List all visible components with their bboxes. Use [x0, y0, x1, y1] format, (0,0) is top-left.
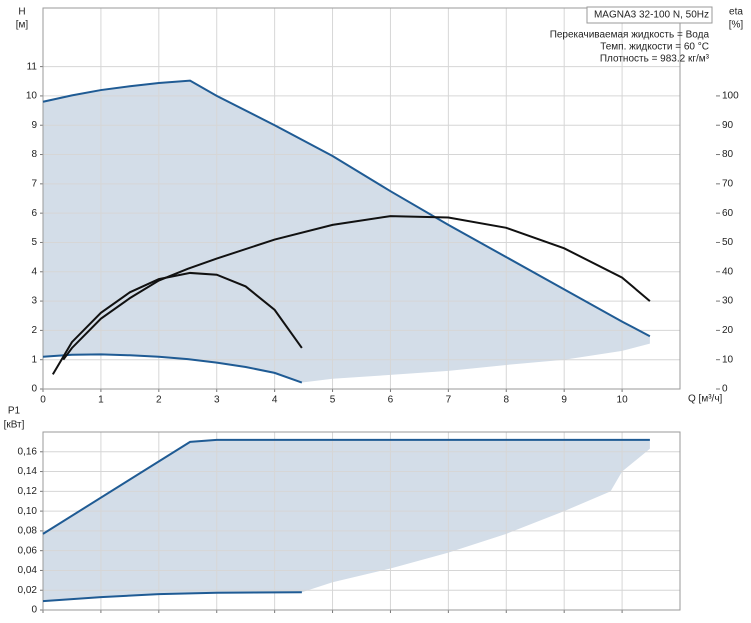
- x-tick-label: 4: [272, 395, 278, 406]
- x-tick-label: 5: [330, 395, 336, 406]
- y2-axis-label: eta: [729, 7, 743, 18]
- x-tick-label: 10: [617, 395, 629, 406]
- info-title: MAGNA3 32-100 N, 50Hz: [594, 10, 709, 21]
- y2-tick-label: 10: [722, 354, 734, 365]
- curve: [42, 353, 303, 384]
- y-tick-label: 5: [31, 237, 37, 248]
- y2-tick-label: 90: [722, 120, 734, 131]
- x-tick-label: 7: [446, 395, 452, 406]
- y-tick-label: 11: [27, 61, 38, 72]
- x-tick-label: 6: [388, 395, 394, 406]
- curve: [42, 438, 650, 535]
- y-tick-label: 10: [26, 91, 38, 102]
- info-line: Темп. жидкости = 60 °C: [600, 42, 709, 53]
- y-tick-label: 0,16: [18, 446, 38, 457]
- operating-area: [43, 439, 650, 602]
- info-line: Перекачиваемая жидкость = Вода: [550, 30, 710, 41]
- y-tick-label: 0,06: [18, 545, 38, 556]
- y-tick-label: 0,02: [18, 585, 38, 596]
- plot-frame: [42, 7, 681, 390]
- y-tick-label: 0,12: [18, 486, 38, 497]
- y2-tick-label: 70: [722, 178, 734, 189]
- y-axis-label: P1: [8, 406, 21, 417]
- x-axis-label: Q [м³/ч]: [688, 394, 723, 405]
- y-tick-label: 9: [31, 120, 37, 131]
- info-box: [586, 6, 713, 24]
- y-tick-label: 0: [31, 384, 37, 395]
- y-tick-label: 0,14: [18, 466, 38, 477]
- y-tick-label: 3: [31, 296, 37, 307]
- x-tick-label: 1: [98, 395, 104, 406]
- y2-tick-label: 30: [722, 296, 734, 307]
- operating-area: [43, 80, 650, 383]
- y-axis-unit: [кВт]: [4, 420, 25, 431]
- x-tick-label: 8: [503, 395, 509, 406]
- x-tick-label: 0: [40, 395, 46, 406]
- y-tick-label: 1: [31, 354, 37, 365]
- x-tick-label: 9: [561, 395, 567, 406]
- y2-axis-unit: [%]: [729, 20, 744, 31]
- y-tick-label: 6: [31, 208, 37, 219]
- curve: [42, 591, 302, 603]
- plot-frame: [42, 431, 681, 611]
- curve: [51, 271, 303, 375]
- y-tick-label: 2: [31, 325, 37, 336]
- y-tick-label: 4: [31, 266, 37, 277]
- y2-tick-label: 0: [722, 384, 728, 395]
- plots: 0 1 2 3 4 5 6 7 8 9 100123456789101101020304050607…: [18, 7, 739, 616]
- y2-tick-label: 80: [722, 149, 734, 160]
- x-tick-label: 3: [214, 395, 220, 406]
- info-line: Плотность = 983.2 кг/м³: [600, 54, 710, 65]
- y2-tick-label: 20: [722, 325, 734, 336]
- y2-tick-label: 40: [722, 266, 734, 277]
- y-tick-label: 8: [31, 149, 37, 160]
- y-tick-label: 0,08: [18, 526, 38, 537]
- curve: [62, 215, 651, 361]
- y-axis-label: H: [18, 7, 25, 18]
- y-tick-label: 7: [31, 178, 37, 189]
- y-tick-label: 0: [31, 605, 37, 616]
- y-axis-unit: [м]: [16, 20, 29, 31]
- y-tick-label: 0,04: [18, 565, 38, 576]
- y2-tick-label: 60: [722, 208, 734, 219]
- y2-tick-label: 50: [722, 237, 734, 248]
- y2-tick-label: 100: [722, 91, 739, 102]
- x-tick-label: 2: [156, 395, 162, 406]
- y-tick-label: 0,10: [18, 506, 38, 517]
- curve: [42, 79, 651, 338]
